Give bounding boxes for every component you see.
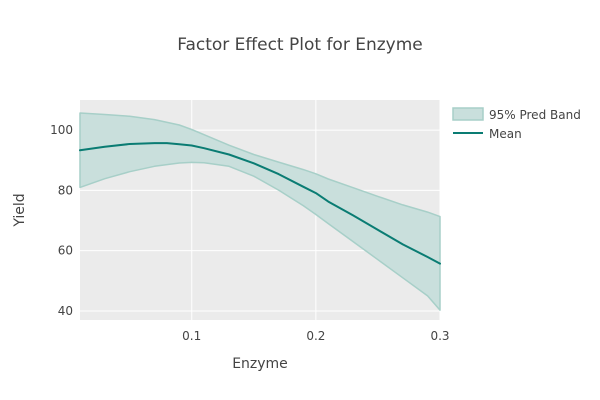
y-tick-label: 40 — [58, 304, 73, 318]
y-axis-title: Yield — [12, 193, 28, 227]
y-tick-label: 100 — [50, 123, 73, 137]
legend-band-swatch — [452, 107, 484, 121]
x-tick-label: 0.1 — [182, 329, 201, 343]
y-tick-labels: 40 60 80 100 — [50, 123, 73, 318]
legend[interactable]: 95% Pred Band Mean — [452, 107, 581, 141]
legend-item-band[interactable]: 95% Pred Band — [452, 107, 581, 122]
mean-line — [79, 142, 441, 265]
mean-line-layer — [79, 142, 441, 265]
prediction-band-layer — [79, 112, 441, 311]
x-tick-label: 0.3 — [430, 329, 449, 343]
x-axis-title: Enzyme — [232, 356, 288, 372]
x-tick-label: 0.2 — [306, 329, 325, 343]
y-tick-label: 60 — [58, 244, 73, 258]
x-tick-labels: 0.1 0.2 0.3 — [182, 329, 449, 343]
chart-title: Factor Effect Plot for Enzyme — [177, 35, 423, 55]
y-tick-label: 80 — [58, 183, 73, 197]
legend-mean-label: Mean — [489, 127, 522, 141]
legend-item-mean[interactable]: Mean — [453, 127, 522, 141]
prediction-band-area — [79, 112, 441, 311]
legend-band-label: 95% Pred Band — [489, 108, 581, 122]
